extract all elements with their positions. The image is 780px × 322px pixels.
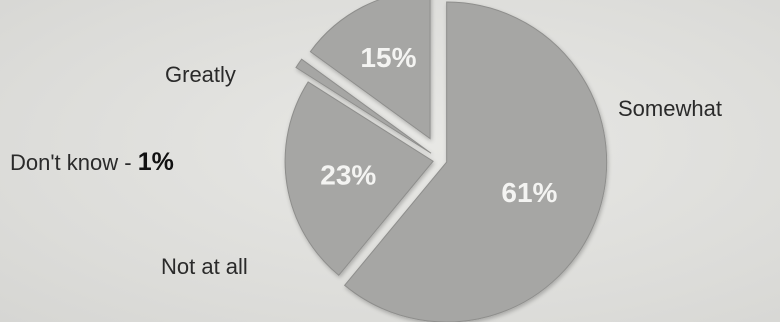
slice-greatly: [309, 0, 431, 140]
value-greatly: 15%: [360, 42, 416, 73]
slice-somewhat: [343, 1, 608, 322]
label-dont-know-text: Don't know -: [10, 150, 138, 175]
label-somewhat: Somewhat: [618, 96, 722, 121]
value-not-at-all: 23%: [320, 160, 376, 191]
label-greatly: Greatly: [165, 62, 236, 87]
label-not-at-all: Not at all: [161, 254, 248, 279]
slice-not-at-all: [284, 81, 434, 276]
value-somewhat: 61%: [501, 177, 557, 208]
label-dont-know-value: 1%: [137, 148, 174, 176]
label-dont-know: Don't know - 1%: [10, 150, 174, 175]
slice-dont-know: [295, 58, 432, 154]
